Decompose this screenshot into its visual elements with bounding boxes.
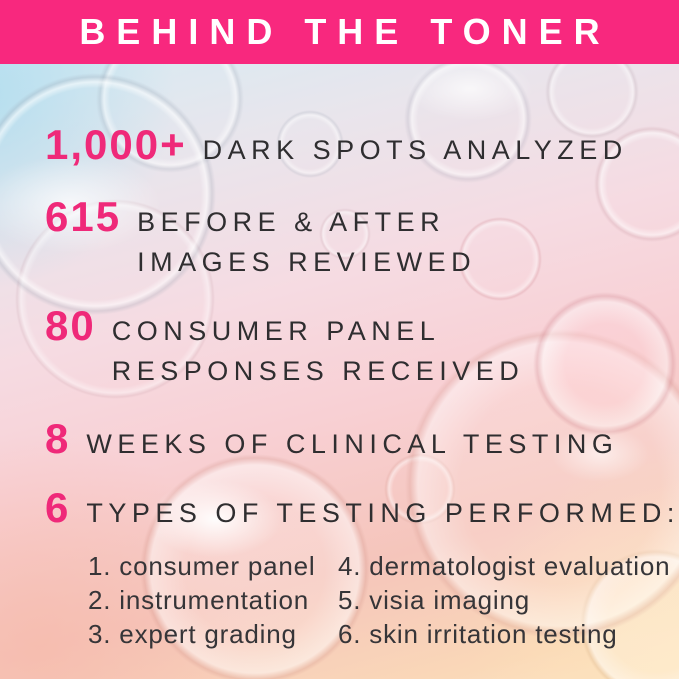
stat-line: BEFORE & AFTER [137, 207, 446, 237]
stat-number: 8 [45, 415, 71, 462]
stats-list: 1,000+ DARK SPOTS ANALYZED 615 BEFORE & … [0, 64, 679, 679]
stat-line: DARK SPOTS ANALYZED [202, 135, 628, 165]
stat-dark-spots: 1,000+ DARK SPOTS ANALYZED [45, 124, 679, 170]
testing-type-item: 5. visia imaging [338, 585, 530, 615]
testing-type-item: 4. dermatologist evaluation [338, 551, 671, 581]
stat-text: CONSUMER PANEL RESPONSES RECEIVED [112, 311, 525, 391]
stat-number: 80 [45, 302, 96, 349]
stat-text: BEFORE & AFTER IMAGES REVIEWED [137, 202, 476, 282]
stat-text: DARK SPOTS ANALYZED [203, 130, 628, 170]
testing-type-item: 6. skin irritation testing [338, 619, 618, 649]
testing-types-column-2: 4. dermatologist evaluation 5. visia ima… [338, 549, 670, 651]
stat-text: WEEKS OF CLINICAL TESTING [86, 424, 618, 464]
testing-type-item: 3. expert grading [88, 619, 297, 649]
stat-number: 6 [45, 484, 71, 531]
stat-consumer-panel-responses: 80 CONSUMER PANEL RESPONSES RECEIVED [45, 305, 679, 391]
stat-before-after-images: 615 BEFORE & AFTER IMAGES REVIEWED [45, 196, 679, 282]
testing-types-list: 1. consumer panel 2. instrumentation 3. … [88, 549, 679, 651]
stat-text: TYPES OF TESTING PERFORMED: [86, 493, 679, 533]
page-title: BEHIND THE TONER [79, 11, 611, 52]
stat-number: 615 [45, 193, 122, 240]
stat-line: IMAGES REVIEWED [137, 247, 477, 277]
testing-types-column-1: 1. consumer panel 2. instrumentation 3. … [88, 549, 338, 651]
testing-type-item: 1. consumer panel [88, 551, 316, 581]
stat-line: TYPES OF TESTING PERFORMED: [86, 498, 679, 528]
stat-line: WEEKS OF CLINICAL TESTING [86, 429, 619, 459]
stat-testing-types: 6 TYPES OF TESTING PERFORMED: [45, 487, 679, 533]
header-bar: BEHIND THE TONER [0, 0, 679, 64]
testing-type-item: 2. instrumentation [88, 585, 310, 615]
bubble-background [0, 64, 679, 679]
stat-clinical-testing-weeks: 8 WEEKS OF CLINICAL TESTING [45, 418, 679, 464]
stat-line: CONSUMER PANEL [111, 316, 441, 346]
stat-number: 1,000+ [45, 121, 187, 168]
stat-line: RESPONSES RECEIVED [111, 356, 525, 386]
